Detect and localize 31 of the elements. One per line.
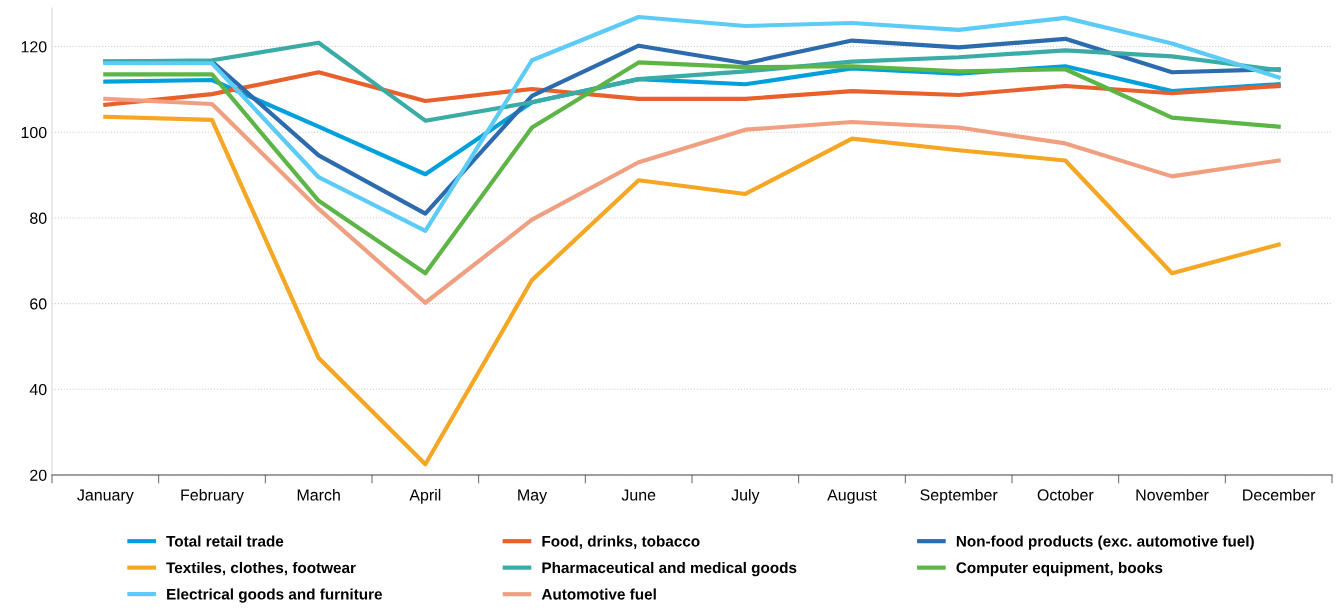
legend-label: Total retail trade bbox=[166, 535, 284, 547]
x-tick-label: January bbox=[77, 489, 134, 504]
line-series bbox=[103, 70, 1281, 107]
x-tick-label: June bbox=[621, 489, 656, 501]
legend-label: Automotive fuel bbox=[541, 588, 656, 600]
line-series bbox=[103, 114, 1281, 467]
line-series bbox=[103, 96, 1281, 305]
y-tick-label: 120 bbox=[21, 41, 47, 53]
x-tick-label: August bbox=[827, 489, 877, 504]
x-tick-label: December bbox=[1243, 488, 1316, 501]
legend-label: Electrical goods and furniture bbox=[167, 588, 383, 603]
legend-label: Textiles, clothes, footwear bbox=[166, 561, 356, 576]
x-tick-label: October bbox=[1037, 488, 1094, 501]
x-tick-label: February bbox=[181, 488, 244, 504]
line-series bbox=[103, 60, 1281, 276]
y-tick-label: 60 bbox=[30, 298, 47, 310]
x-tick-label: March bbox=[297, 488, 340, 501]
y-tick-label: 40 bbox=[29, 383, 47, 396]
legend-label: Non-food products (exc. automotive fuel) bbox=[956, 535, 1254, 550]
legend-label: Computer equipment, books bbox=[956, 561, 1163, 577]
x-tick-label: July bbox=[731, 488, 760, 504]
x-tick-label: September bbox=[920, 488, 998, 504]
line-series bbox=[103, 14, 1281, 233]
y-tick-label: 20 bbox=[30, 469, 47, 481]
legend-label: Food, drinks, tobacco bbox=[542, 535, 700, 549]
y-tick-label: 80 bbox=[30, 212, 47, 224]
x-tick-label: November bbox=[1136, 488, 1209, 501]
legend-label: Pharmaceutical and medical goods bbox=[542, 561, 797, 577]
y-tick-label: 100 bbox=[21, 126, 47, 139]
x-tick-label: May bbox=[518, 489, 548, 504]
x-tick-label: April bbox=[409, 488, 441, 504]
